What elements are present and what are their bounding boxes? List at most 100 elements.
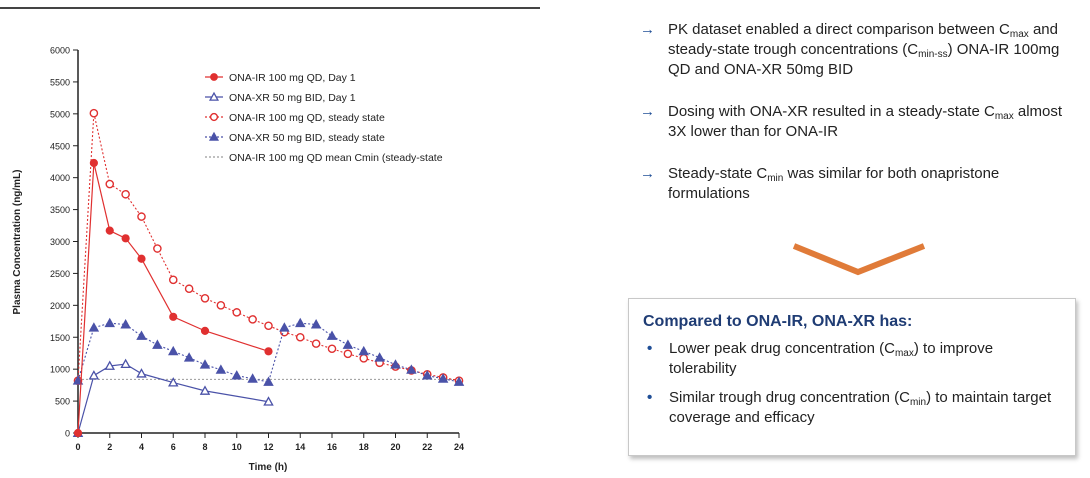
data-point bbox=[215, 364, 227, 374]
data-point bbox=[120, 319, 131, 329]
data-point bbox=[104, 360, 115, 370]
legend-label: ONA-IR 100 mg QD, Day 1 bbox=[229, 72, 356, 84]
x-tick-label: 14 bbox=[295, 442, 305, 452]
arrow-icon: → bbox=[640, 21, 655, 38]
x-tick-label: 12 bbox=[263, 442, 273, 452]
finding-3-text: Steady-state Cmin was similar for both o… bbox=[668, 165, 1000, 202]
series-4 bbox=[72, 317, 465, 386]
legend-label: ONA-IR 100 mg QD, steady state bbox=[229, 112, 385, 124]
data-point bbox=[295, 332, 305, 342]
data-point bbox=[216, 301, 226, 310]
x-tick-label: 18 bbox=[359, 442, 369, 452]
x-tick-label: 20 bbox=[390, 442, 400, 452]
finding-2: → Dosing with ONA-XR resulted in a stead… bbox=[640, 102, 1080, 142]
data-point bbox=[231, 370, 242, 380]
data-point bbox=[104, 317, 115, 328]
data-point bbox=[208, 131, 220, 141]
data-point bbox=[359, 354, 369, 363]
y-axis-label: Plasma Concentration (ng/mL) bbox=[12, 169, 23, 314]
y-tick-label: 1000 bbox=[50, 365, 70, 375]
data-point bbox=[310, 319, 322, 329]
x-tick-label: 16 bbox=[327, 442, 337, 452]
data-point bbox=[295, 317, 306, 328]
data-point bbox=[200, 326, 210, 335]
data-point bbox=[136, 368, 147, 378]
data-point bbox=[264, 347, 273, 356]
x-tick-label: 8 bbox=[202, 442, 207, 452]
data-point bbox=[137, 254, 146, 263]
y-tick-label: 2000 bbox=[50, 301, 70, 311]
data-point bbox=[121, 189, 130, 199]
finding-2-text: Dosing with ONA-XR resulted in a steady-… bbox=[668, 103, 1063, 140]
chart-axes: 0 500 1000 1500 2000 2500 3000 3500 4000 4500 5000… bbox=[50, 46, 464, 453]
legend-item: ONA-XR 50 mg BID, Day 1 bbox=[205, 91, 356, 104]
y-tick-label: 4000 bbox=[50, 173, 70, 183]
data-point bbox=[311, 339, 321, 348]
y-tick-label: 3500 bbox=[50, 205, 70, 215]
legend-label: ONA-IR 100 mg QD mean Cmin (steady-state bbox=[229, 152, 443, 164]
data-point bbox=[120, 358, 131, 369]
y-tick-label: 6000 bbox=[50, 46, 70, 56]
data-point bbox=[406, 364, 417, 374]
top-rule bbox=[0, 7, 540, 9]
series-2 bbox=[72, 358, 274, 437]
y-tick-label: 5500 bbox=[50, 77, 70, 87]
y-tick-label: 500 bbox=[55, 397, 70, 407]
data-point bbox=[374, 352, 385, 362]
data-point bbox=[121, 234, 130, 243]
data-point bbox=[183, 352, 195, 362]
legend-label: ONA-XR 50 mg BID, Day 1 bbox=[229, 92, 356, 104]
x-tick-label: 2 bbox=[107, 442, 112, 452]
chevron-down-icon bbox=[792, 243, 926, 276]
data-point bbox=[437, 373, 449, 383]
data-point bbox=[279, 322, 290, 332]
x-tick-label: 6 bbox=[171, 442, 176, 452]
summary-item-1-text: Lower peak drug concentration (Cmax) to … bbox=[669, 340, 994, 377]
x-tick-label: 10 bbox=[232, 442, 242, 452]
data-point bbox=[168, 377, 179, 387]
data-point bbox=[168, 345, 179, 356]
data-point bbox=[208, 91, 220, 101]
data-point bbox=[210, 73, 218, 81]
data-point bbox=[264, 321, 273, 331]
arrow-icon: → bbox=[640, 165, 655, 182]
chart-series bbox=[72, 108, 465, 438]
data-point bbox=[342, 339, 354, 349]
series-line bbox=[77, 162, 269, 434]
data-point bbox=[184, 284, 194, 294]
data-point bbox=[88, 322, 100, 332]
legend-item: ONA-XR 50 mg BID, steady state bbox=[205, 131, 385, 144]
finding-1: → PK dataset enabled a direct comparison… bbox=[640, 20, 1080, 80]
legend-item: ONA-IR 100 mg QD mean Cmin (steady-state bbox=[205, 152, 443, 164]
data-point bbox=[89, 158, 98, 168]
data-point bbox=[326, 330, 338, 340]
data-point bbox=[247, 373, 258, 383]
summary-box: Compared to ONA-IR, ONA-XR has: • Lower … bbox=[628, 298, 1076, 456]
y-tick-label: 0 bbox=[65, 429, 70, 439]
summary-item-1: • Lower peak drug concentration (Cmax) t… bbox=[643, 339, 1061, 379]
finding-3: → Steady-state Cmin was similar for both… bbox=[640, 164, 1080, 204]
data-point bbox=[72, 375, 84, 385]
x-axis-label: Time (h) bbox=[249, 462, 288, 473]
summary-item-2: • Similar trough drug concentration (Cmi… bbox=[643, 388, 1061, 428]
data-point bbox=[390, 359, 401, 369]
series-line bbox=[77, 363, 269, 434]
data-point bbox=[327, 344, 337, 354]
data-point bbox=[199, 359, 211, 369]
data-point bbox=[343, 349, 353, 359]
y-tick-label: 3000 bbox=[50, 237, 70, 247]
data-point bbox=[73, 428, 83, 438]
legend-label: ONA-XR 50 mg BID, steady state bbox=[229, 132, 385, 144]
data-point bbox=[137, 212, 146, 221]
y-tick-label: 1500 bbox=[50, 333, 70, 343]
key-findings-list: → PK dataset enabled a direct comparison… bbox=[640, 20, 1080, 226]
data-point bbox=[422, 370, 433, 380]
series-1 bbox=[73, 158, 273, 438]
finding-1-text: PK dataset enabled a direct comparison b… bbox=[668, 21, 1060, 78]
y-tick-label: 4500 bbox=[50, 141, 70, 151]
summary-list: • Lower peak drug concentration (Cmax) t… bbox=[643, 339, 1061, 428]
data-point bbox=[200, 294, 210, 303]
summary-item-2-text: Similar trough drug concentration (Cmin)… bbox=[669, 389, 1052, 426]
data-point bbox=[169, 312, 178, 321]
data-point bbox=[105, 226, 114, 235]
